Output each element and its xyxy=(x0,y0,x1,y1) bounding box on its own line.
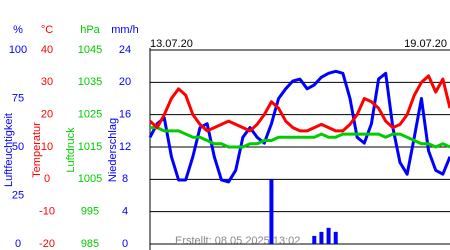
end-date: 19.07.20 xyxy=(404,38,447,50)
y-tick-label: 4 xyxy=(122,206,128,218)
y-tick-label: 50 xyxy=(12,141,24,153)
precip-bar xyxy=(312,235,317,244)
start-date: 13.07.20 xyxy=(150,38,193,50)
axis-unit: % xyxy=(13,24,23,36)
y-tick-label: 20 xyxy=(41,109,53,121)
data-line xyxy=(148,74,450,133)
axis-unit: mm/h xyxy=(111,24,139,36)
y-tick-label: -20 xyxy=(39,238,55,250)
y-tick-label: 1005 xyxy=(78,173,102,185)
axis-title: Luftfeuchtigkeit xyxy=(3,113,15,187)
y-tick-label: 1045 xyxy=(78,44,102,56)
data-line xyxy=(148,69,450,184)
axis-title: Luftdruck xyxy=(65,127,77,173)
y-tick-label: 25 xyxy=(12,189,24,201)
footer: Erstellt: 08.05.2025 13:02 xyxy=(175,235,300,247)
y-tick-label: 0 xyxy=(122,238,128,250)
y-tick-label: 16 xyxy=(119,109,131,121)
data-line xyxy=(150,126,450,149)
axis-unit: hPa xyxy=(80,24,100,36)
precip-bar xyxy=(326,227,331,244)
y-tick-label: 985 xyxy=(81,238,99,250)
y-tick-label: 8 xyxy=(122,173,128,185)
y-tick-label: 995 xyxy=(81,206,99,218)
precip-bar xyxy=(333,231,338,244)
y-tick-label: 75 xyxy=(12,92,24,104)
y-tick-label: 1035 xyxy=(78,76,102,88)
y-tick-label: 0 xyxy=(15,238,21,250)
axis-title: Temperatur xyxy=(31,122,43,178)
y-tick-label: 10 xyxy=(41,141,53,153)
y-tick-label: 1015 xyxy=(78,141,102,153)
precip-bar xyxy=(269,179,274,244)
y-tick-label: 100 xyxy=(9,44,27,56)
y-tick-label: -10 xyxy=(39,206,55,218)
y-tick-label: 20 xyxy=(119,76,131,88)
y-tick-label: 1025 xyxy=(78,109,102,121)
y-tick-label: 40 xyxy=(41,44,53,56)
y-tick-label: 12 xyxy=(119,141,131,153)
axis-unit: °C xyxy=(41,24,53,36)
axis-title: Niederschlag xyxy=(107,118,119,182)
y-tick-label: 30 xyxy=(41,76,53,88)
precip-bar xyxy=(319,231,324,244)
y-tick-label: 0 xyxy=(44,173,50,185)
y-tick-label: 24 xyxy=(119,44,131,56)
